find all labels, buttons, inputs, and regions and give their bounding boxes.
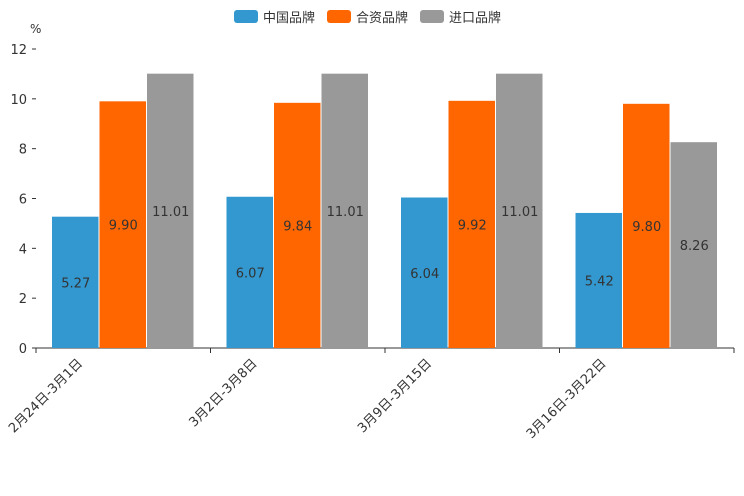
x-tick-label: 3月9日-3月15日 <box>355 356 435 436</box>
legend: 中国品牌 合资品牌 进口品牌 <box>234 7 501 26</box>
data-label: 8.26 <box>680 239 709 254</box>
bar[interactable] <box>274 102 321 348</box>
legend-item-domestic[interactable]: 中国品牌 <box>234 7 315 26</box>
legend-item-joint-venture[interactable]: 合资品牌 <box>327 7 408 26</box>
y-tick-label: 6 <box>19 193 27 208</box>
legend-label-imported: 进口品牌 <box>449 11 502 26</box>
data-label: 6.07 <box>236 266 265 281</box>
y-tick-label: 12 <box>10 43 27 58</box>
x-tick-label: 2月24日-3月1日 <box>6 356 86 436</box>
x-tick-label: 3月2日-3月8日 <box>186 356 260 430</box>
legend-swatch-domestic <box>234 10 258 23</box>
bar[interactable] <box>623 103 670 348</box>
y-tick-label: 2 <box>19 292 27 307</box>
y-tick-label: 10 <box>10 93 27 108</box>
y-tick-label: 4 <box>19 242 27 257</box>
data-label: 11.01 <box>327 205 364 220</box>
bar[interactable] <box>496 73 543 348</box>
legend-label-joint-venture: 合资品牌 <box>356 11 409 26</box>
y-tick-label: 0 <box>19 342 27 357</box>
legend-swatch-imported <box>420 10 445 23</box>
y-tick-label: 8 <box>19 143 27 158</box>
data-label: 9.92 <box>458 218 487 233</box>
bar[interactable] <box>321 73 369 348</box>
bar[interactable] <box>226 196 274 348</box>
legend-label-domestic: 中国品牌 <box>263 11 316 26</box>
bar[interactable] <box>52 216 99 348</box>
data-label: 11.01 <box>501 205 538 220</box>
legend-item-imported[interactable]: 进口品牌 <box>420 7 501 26</box>
data-label: 6.04 <box>410 267 439 282</box>
x-tick-label: 3月16日-3月22日 <box>524 356 610 442</box>
data-label: 11.01 <box>152 205 189 220</box>
bar[interactable] <box>401 197 448 348</box>
data-label: 9.84 <box>283 219 312 234</box>
data-label: 5.42 <box>585 274 614 289</box>
legend-swatch-joint-venture <box>327 10 352 23</box>
bar[interactable] <box>575 212 623 348</box>
bar[interactable] <box>670 142 718 348</box>
bar[interactable] <box>99 101 147 348</box>
y-axis-unit-label: % <box>30 22 42 36</box>
data-label: 5.27 <box>61 276 90 291</box>
data-label: 9.80 <box>632 220 661 235</box>
bar[interactable] <box>448 100 496 349</box>
bar[interactable] <box>147 73 194 348</box>
data-label: 9.90 <box>109 219 138 234</box>
